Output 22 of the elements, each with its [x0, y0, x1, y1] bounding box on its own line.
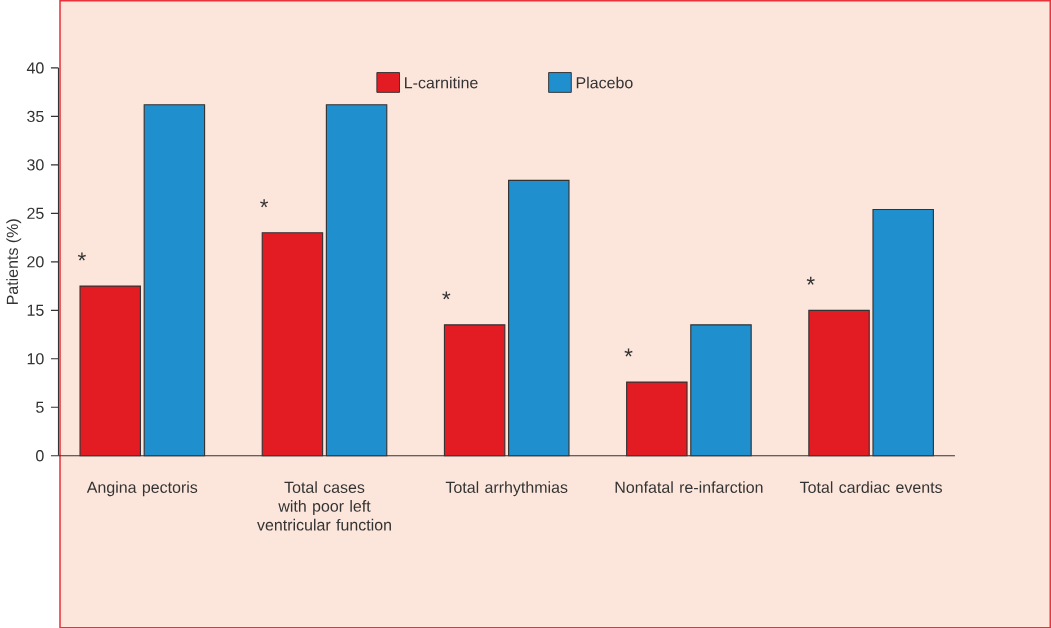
y-tick-label: 0: [36, 449, 44, 462]
annotation: *: [260, 199, 269, 207]
y-tick-label: 25: [27, 207, 44, 219]
x-tick-label: Angina pectoris: [86, 481, 198, 496]
y-tick-label: 5: [36, 401, 44, 413]
x-tick-label: Nonfatal re-infarction: [615, 481, 763, 493]
x-tick-label: Total cases with poor left ventricular function: [257, 481, 391, 531]
annotation: *: [624, 348, 633, 357]
y-tick-label: 35: [27, 110, 44, 122]
x-tick-label: Total arrhythmias: [445, 481, 568, 496]
y-tick-label: 15: [27, 304, 44, 316]
legend-label: L-carnitine: [405, 76, 478, 89]
y-tick-label: 20: [27, 255, 44, 268]
y-tick-label: 30: [27, 159, 44, 171]
annotation: *: [77, 252, 86, 261]
y-axis-title: Patients (%): [6, 219, 22, 304]
y-tick-label: 10: [27, 352, 44, 365]
annotation: *: [806, 276, 815, 285]
x-tick-label: Total cardiac events: [799, 481, 942, 493]
y-tick-label: 40: [26, 62, 44, 74]
legend-label: Placebo: [576, 76, 633, 89]
annotation: *: [442, 291, 451, 300]
